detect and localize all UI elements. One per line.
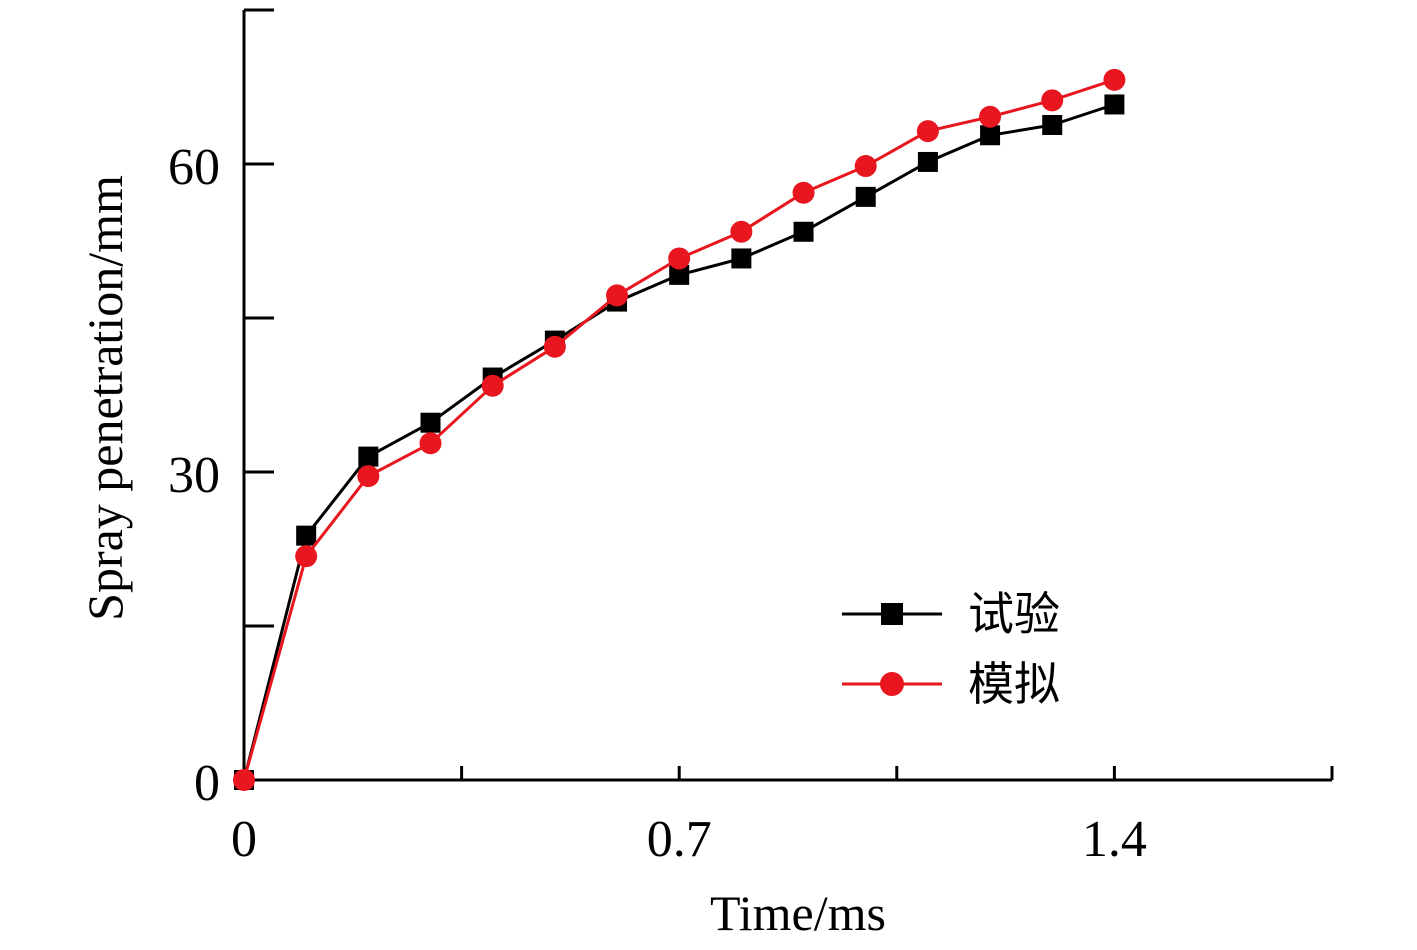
point-0-2 (358, 446, 379, 467)
point-1-0 (233, 769, 255, 791)
y-tick-label-4: 60 (168, 139, 220, 196)
point-1-6 (606, 284, 629, 307)
legend-label-0: 试验 (968, 587, 1060, 641)
point-0-12 (980, 125, 1001, 146)
x-axis-title: Time/ms (710, 885, 886, 941)
ticks (244, 8, 1334, 780)
legend-label-1: 模拟 (968, 657, 1060, 711)
point-1-7 (668, 247, 691, 270)
legend-marker-1 (880, 672, 904, 696)
point-0-1 (296, 525, 317, 546)
x-tick-label-2: 0.7 (647, 811, 712, 868)
point-1-14 (1103, 68, 1126, 91)
legend-entry-1: 模拟 (842, 657, 1060, 711)
point-0-3 (420, 412, 441, 433)
point-0-11 (917, 151, 938, 172)
y-tick-label-2: 30 (168, 447, 220, 504)
point-0-14 (1104, 94, 1125, 115)
point-1-9 (792, 181, 815, 204)
x-tick-label-4: 1.4 (1082, 811, 1147, 868)
tick-labels: 0 0.7 1.4 0 30 60 (168, 139, 1147, 868)
point-1-2 (357, 465, 380, 488)
point-0-10 (855, 186, 876, 207)
legend-entry-0: 试验 (842, 587, 1060, 641)
point-0-7 (669, 264, 690, 285)
point-1-10 (854, 155, 877, 178)
point-1-13 (1041, 89, 1064, 112)
point-1-3 (419, 432, 442, 455)
y-axis-title: Spray penetration/mm (77, 175, 133, 621)
x-tick-label-0: 0 (231, 811, 257, 868)
point-0-13 (1042, 114, 1063, 135)
y-tick-label-0: 0 (194, 755, 220, 812)
point-1-5 (543, 335, 566, 358)
point-1-8 (730, 220, 753, 243)
point-1-12 (979, 105, 1002, 128)
point-1-1 (295, 545, 318, 568)
point-0-8 (731, 248, 752, 269)
legend-marker-0 (881, 603, 903, 625)
point-1-11 (916, 120, 939, 143)
point-0-9 (793, 221, 814, 242)
series-1 (233, 68, 1126, 791)
series-layer (233, 68, 1126, 791)
point-1-4 (481, 374, 504, 397)
axes (242, 10, 1332, 782)
